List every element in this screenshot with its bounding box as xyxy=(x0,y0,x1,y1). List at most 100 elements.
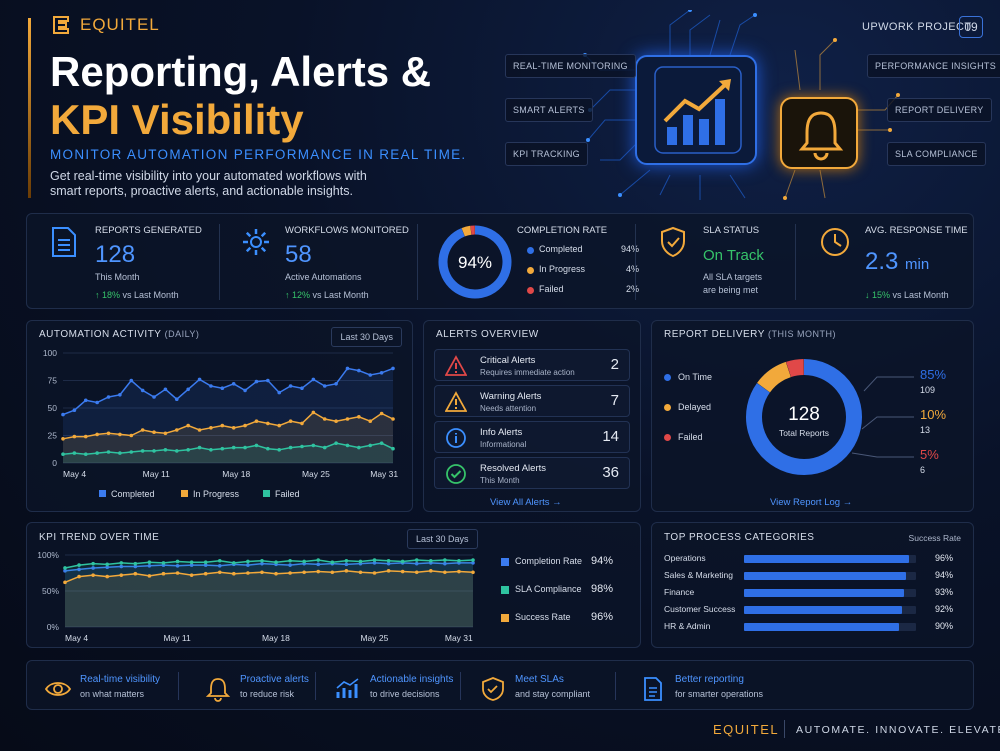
legend-dot-1 xyxy=(664,404,671,411)
data-point xyxy=(189,563,194,567)
data-point xyxy=(243,445,247,450)
data-point xyxy=(379,371,384,375)
alert-title: Resolved Alerts xyxy=(480,463,547,474)
data-point xyxy=(471,558,475,562)
sla-label: SLA STATUS xyxy=(703,225,760,236)
data-point xyxy=(386,569,391,573)
data-point xyxy=(105,562,110,567)
alert-count: 14 xyxy=(602,428,619,445)
benefit-item: Real-time visibility on what matters xyxy=(30,672,190,706)
data-point xyxy=(391,446,395,451)
data-point xyxy=(443,570,447,575)
benefit-item: Actionable insights to drive decisions xyxy=(320,672,480,706)
x-tick-label: May 18 xyxy=(222,469,250,479)
kpi-trend-legend-value: 96% xyxy=(590,611,613,623)
completion-center: 94% xyxy=(458,253,492,272)
data-point xyxy=(83,434,88,439)
category-value: 92% xyxy=(934,604,953,614)
data-point xyxy=(203,563,208,567)
data-point xyxy=(175,559,180,564)
shield-icon xyxy=(482,677,504,701)
x-tick-label: May 25 xyxy=(302,469,330,479)
x-tick-label: May 4 xyxy=(65,633,88,643)
data-point xyxy=(386,558,391,563)
category-name: Operations xyxy=(664,553,706,563)
data-point xyxy=(175,571,180,575)
data-point xyxy=(260,561,264,566)
legend-swatch xyxy=(99,490,106,497)
data-point xyxy=(311,410,316,415)
kpi-trend-legend-item: Success Rate 96% xyxy=(501,611,613,625)
legend-swatch xyxy=(501,558,509,566)
view-all-alerts-link[interactable]: View All Alerts → xyxy=(490,497,562,508)
data-point xyxy=(311,377,316,382)
divider xyxy=(635,224,636,300)
response-delta: ↓ 15% vs Last Month xyxy=(865,290,949,300)
growth-chart-icon xyxy=(654,66,742,154)
divider xyxy=(795,224,796,300)
alert-row-1[interactable]: Warning Alerts Needs attention 7 xyxy=(434,385,630,417)
reports-delta-value: 18% xyxy=(102,290,121,300)
data-point xyxy=(133,564,138,569)
data-point xyxy=(140,449,145,453)
bar-chart-icon xyxy=(336,678,359,698)
delivery-title-main: REPORT DELIVERY xyxy=(664,329,765,340)
data-point xyxy=(414,561,419,566)
view-report-log-label: View Report Log xyxy=(770,497,841,508)
view-all-alerts-label: View All Alerts xyxy=(490,497,550,508)
data-point xyxy=(322,384,327,388)
arrow-right-icon: → xyxy=(552,497,562,508)
up-arrow-icon: ↑ xyxy=(95,290,103,300)
completion-legend-value: 2% xyxy=(625,284,639,294)
data-point xyxy=(277,448,282,452)
data-point xyxy=(246,571,250,575)
completion-legend-name: Completed xyxy=(539,244,583,254)
activity-range-select[interactable]: Last 30 Days xyxy=(331,327,402,347)
data-point xyxy=(372,558,377,562)
data-point xyxy=(133,561,138,566)
benefit-title: Real-time visibility xyxy=(80,674,161,685)
report-delivery-panel: REPORT DELIVERY (THIS MONTH) On Time Dela… xyxy=(651,320,974,512)
bell-icon xyxy=(205,678,231,702)
data-point xyxy=(147,560,152,564)
category-value: 90% xyxy=(934,621,953,631)
alert-subtitle: This Month xyxy=(480,476,520,485)
alert-row-2[interactable]: Info Alerts Informational 14 xyxy=(434,421,630,453)
category-bar-fill xyxy=(744,623,899,631)
alert-row-0[interactable]: Critical Alerts Requires immediate action… xyxy=(434,349,630,381)
data-point xyxy=(140,388,145,393)
data-point xyxy=(345,443,350,448)
legend-dot-2 xyxy=(664,434,671,441)
benefit-subtitle: to drive decisions xyxy=(370,689,440,699)
data-point xyxy=(152,430,156,434)
alert-row-3[interactable]: Resolved Alerts This Month 36 xyxy=(434,457,630,489)
x-tick-label: May 18 xyxy=(262,633,290,643)
divider xyxy=(417,224,418,300)
legend-swatch xyxy=(501,586,509,594)
data-point xyxy=(316,562,321,567)
data-point xyxy=(260,570,264,575)
data-point xyxy=(161,561,166,565)
data-point xyxy=(300,444,304,449)
activity-title: AUTOMATION ACTIVITY (DAILY) xyxy=(39,329,199,340)
completion-legend-item: Failed 2% xyxy=(527,284,639,298)
kpi-trend-range-select[interactable]: Last 30 Days xyxy=(407,529,478,549)
data-point xyxy=(152,449,156,453)
tag-sla-compliance: SLA COMPLIANCE xyxy=(887,142,986,166)
data-point xyxy=(288,571,292,575)
automation-activity-panel: AUTOMATION ACTIVITY (DAILY) Last 30 Days… xyxy=(26,320,413,512)
data-point xyxy=(311,443,316,448)
workflows-sub: Active Automations xyxy=(285,272,362,282)
series-line-0 xyxy=(64,562,473,572)
series-area-0 xyxy=(65,562,473,627)
clock-icon xyxy=(821,228,849,256)
bell-icon xyxy=(798,111,844,161)
benefit-subtitle: to reduce risk xyxy=(240,689,295,699)
completion-legend-item: Completed 94% xyxy=(527,244,639,258)
benefit-divider xyxy=(315,672,316,700)
view-report-log-link[interactable]: View Report Log → xyxy=(770,497,852,508)
completion-slice-0 xyxy=(438,225,512,299)
workflows-delta-text: vs Last Month xyxy=(312,290,369,300)
data-point xyxy=(63,580,67,585)
legend-dot-0 xyxy=(527,247,534,254)
